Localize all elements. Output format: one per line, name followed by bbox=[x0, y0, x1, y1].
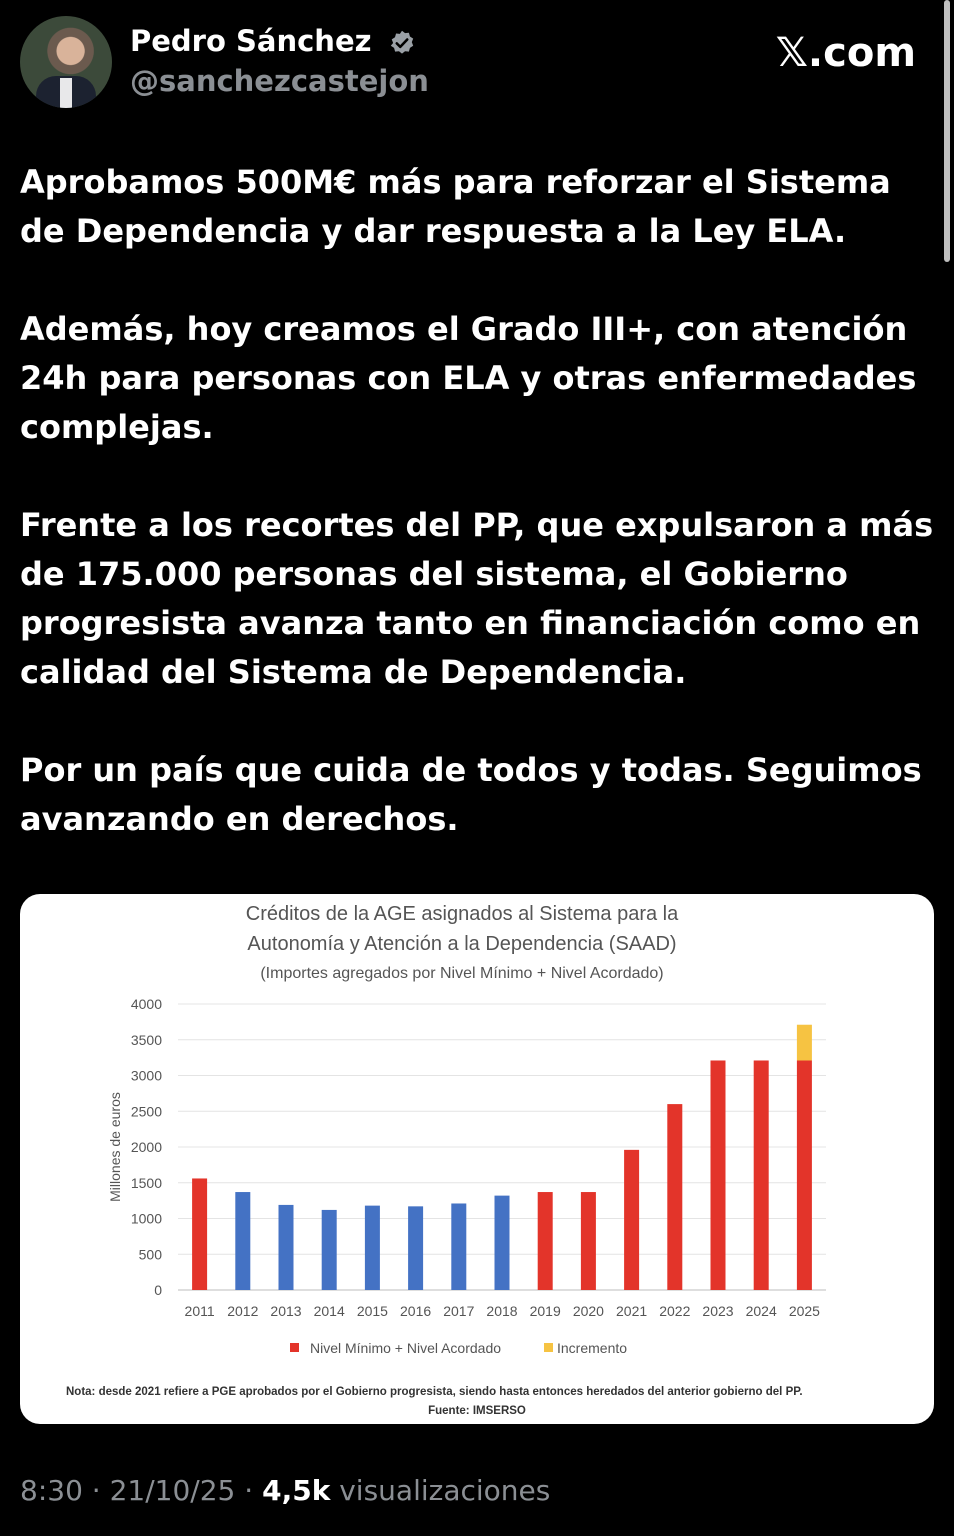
views-count: 4,5k bbox=[262, 1474, 331, 1507]
y-axis-label: Millones de euros bbox=[107, 1092, 123, 1202]
tweet-paragraph: Frente a los recortes del PP, que expuls… bbox=[20, 506, 934, 691]
bar-2018 bbox=[494, 1195, 510, 1290]
chart-note: Nota: desde 2021 refiere a PGE aprobados… bbox=[66, 1386, 803, 1398]
avatar[interactable] bbox=[20, 16, 112, 108]
bar-chart: Créditos de la AGE asignados al Sistema … bbox=[66, 903, 826, 1417]
x-tick-label: 2013 bbox=[270, 1303, 301, 1319]
tweet-meta: 8:30 · 21/10/25 · 4,5k visualizaciones bbox=[20, 1474, 550, 1507]
y-tick-label: 1500 bbox=[131, 1175, 162, 1191]
x-tick-label: 2014 bbox=[314, 1303, 345, 1319]
bar-2014 bbox=[321, 1209, 337, 1290]
y-tick-label: 3500 bbox=[131, 1032, 162, 1048]
x-tick-label: 2019 bbox=[530, 1303, 561, 1319]
bar-2012 bbox=[235, 1192, 251, 1290]
author-name-text[interactable]: Pedro Sánchez bbox=[130, 24, 372, 58]
x-tick-label: 2015 bbox=[357, 1303, 388, 1319]
x-com-logo: 𝕏.com bbox=[775, 30, 916, 76]
chart-subtitle: (Importes agregados por Nivel Mínimo + N… bbox=[260, 965, 663, 982]
chart-title-line-2: Autonomía y Atención a la Dependencia (S… bbox=[247, 933, 676, 955]
author-name[interactable]: Pedro Sánchez bbox=[130, 24, 416, 58]
y-tick-label: 4000 bbox=[131, 996, 162, 1012]
separator-dot: · bbox=[91, 1474, 110, 1507]
y-tick-label: 500 bbox=[139, 1246, 163, 1262]
x-tick-label: 2018 bbox=[486, 1303, 517, 1319]
legend-label-incremento: Incremento bbox=[557, 1340, 627, 1356]
chart-source: Fuente: IMSERSO bbox=[428, 1405, 526, 1417]
tweet-text: Aprobamos 500M€ más para reforzar el Sis… bbox=[20, 158, 934, 893]
x-tick-label: 2021 bbox=[616, 1303, 647, 1319]
x-tick-label: 2024 bbox=[746, 1303, 777, 1319]
x-tick-label: 2017 bbox=[443, 1303, 474, 1319]
tweet-header: Pedro Sánchez @sanchezcastejon 𝕏.com bbox=[20, 16, 934, 112]
x-tick-label: 2023 bbox=[702, 1303, 733, 1319]
tweet-paragraph: Aprobamos 500M€ más para reforzar el Sis… bbox=[20, 163, 891, 250]
bar-increment-2025 bbox=[796, 1024, 812, 1061]
bar-2021 bbox=[624, 1149, 640, 1290]
bar-2023 bbox=[710, 1060, 726, 1290]
scrollbar[interactable] bbox=[944, 0, 950, 262]
bar-2017 bbox=[451, 1203, 467, 1290]
x-tick-label: 2020 bbox=[573, 1303, 604, 1319]
y-tick-label: 0 bbox=[154, 1282, 162, 1298]
x-tick-label: 2011 bbox=[185, 1303, 215, 1319]
legend-swatch-yellow bbox=[544, 1343, 553, 1352]
tweet-date[interactable]: 21/10/25 bbox=[109, 1474, 236, 1507]
bar-2011 bbox=[192, 1178, 208, 1290]
legend-swatch-red bbox=[290, 1343, 299, 1352]
tweet-time[interactable]: 8:30 bbox=[20, 1474, 83, 1507]
views-label: visualizaciones bbox=[339, 1474, 551, 1507]
bar-2016 bbox=[408, 1206, 424, 1290]
y-tick-label: 1000 bbox=[131, 1211, 162, 1227]
tweet-paragraph: Por un país que cuida de todos y todas. … bbox=[20, 751, 922, 838]
chart-image[interactable]: Créditos de la AGE asignados al Sistema … bbox=[20, 894, 934, 1424]
bar-2015 bbox=[364, 1205, 380, 1290]
separator-dot: · bbox=[244, 1474, 263, 1507]
legend-label-nivel: Nivel Mínimo + Nivel Acordado bbox=[310, 1340, 501, 1356]
bar-2025 bbox=[796, 1060, 812, 1290]
bar-2019 bbox=[537, 1192, 553, 1290]
x-tick-label: 2025 bbox=[789, 1303, 820, 1319]
x-tick-label: 2012 bbox=[227, 1303, 258, 1319]
y-tick-label: 2500 bbox=[131, 1103, 162, 1119]
bar-2013 bbox=[278, 1204, 294, 1290]
author-handle[interactable]: @sanchezcastejon bbox=[130, 64, 429, 98]
verified-badge-icon bbox=[390, 30, 413, 54]
x-tick-label: 2022 bbox=[659, 1303, 690, 1319]
chart-title-line-1: Créditos de la AGE asignados al Sistema … bbox=[246, 903, 679, 925]
bar-2020 bbox=[580, 1192, 596, 1290]
y-tick-label: 2000 bbox=[131, 1139, 162, 1155]
bar-2024 bbox=[753, 1060, 769, 1290]
x-tick-label: 2016 bbox=[400, 1303, 431, 1319]
tweet-paragraph: Además, hoy creamos el Grado III+, con a… bbox=[20, 310, 917, 446]
bar-2022 bbox=[667, 1104, 683, 1290]
y-tick-label: 3000 bbox=[131, 1068, 162, 1084]
